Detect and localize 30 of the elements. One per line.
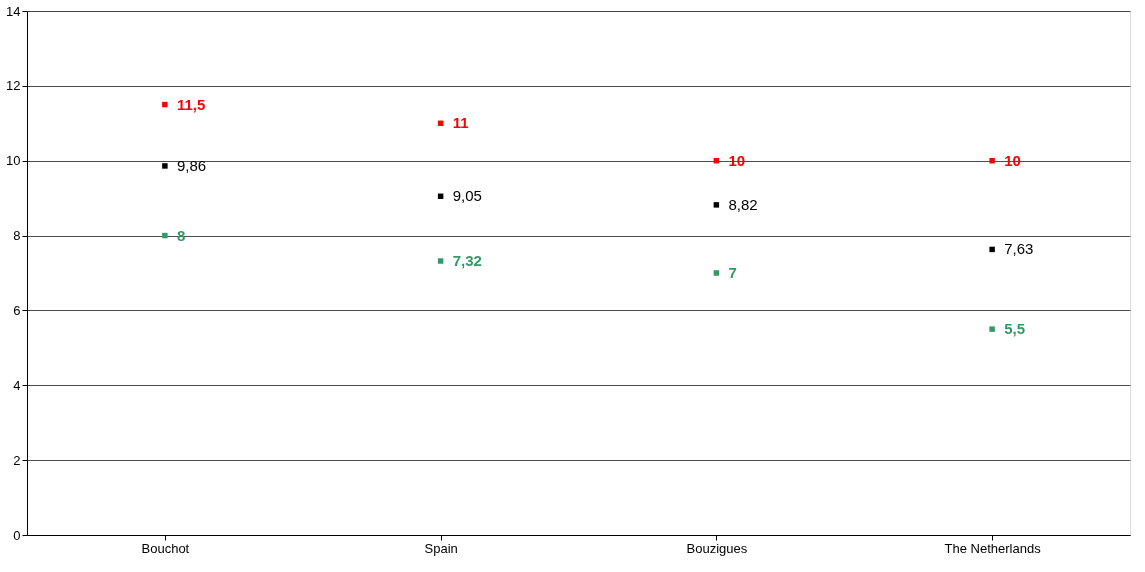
y-tick-label: 14 — [6, 3, 21, 19]
x-tick-label: The Netherlands — [944, 540, 1042, 556]
point — [713, 270, 720, 276]
point — [437, 258, 444, 264]
data-label: 11,5 — [176, 95, 206, 113]
data-label: 7 — [728, 264, 737, 281]
point — [713, 202, 720, 208]
data-label: 9,86 — [176, 156, 207, 174]
y-tick-label: 6 — [13, 302, 21, 318]
y-tick-label: 2 — [13, 452, 21, 468]
point — [162, 232, 168, 239]
point — [162, 163, 168, 169]
x-tick-label: Bouzigues — [686, 540, 748, 556]
point — [989, 326, 995, 332]
data-label: 5,5 — [1004, 320, 1025, 338]
data-label: 11 — [452, 114, 469, 132]
y-tick-label: 0 — [13, 527, 21, 543]
data-label: 8,82 — [728, 195, 758, 213]
point — [162, 101, 168, 108]
point — [989, 157, 995, 164]
x-tick-label: Bouchot — [141, 540, 190, 556]
data-label: 7,63 — [1004, 240, 1034, 258]
x-tick-label: Spain — [424, 540, 458, 556]
data-label: 9,05 — [452, 187, 482, 205]
y-tick-label: 10 — [6, 153, 21, 169]
y-tick-label: 8 — [13, 228, 21, 244]
y-tick-label: 4 — [13, 377, 21, 393]
point — [989, 246, 995, 253]
y-tick-label: 12 — [6, 78, 21, 94]
data-label: 7,32 — [452, 252, 482, 270]
